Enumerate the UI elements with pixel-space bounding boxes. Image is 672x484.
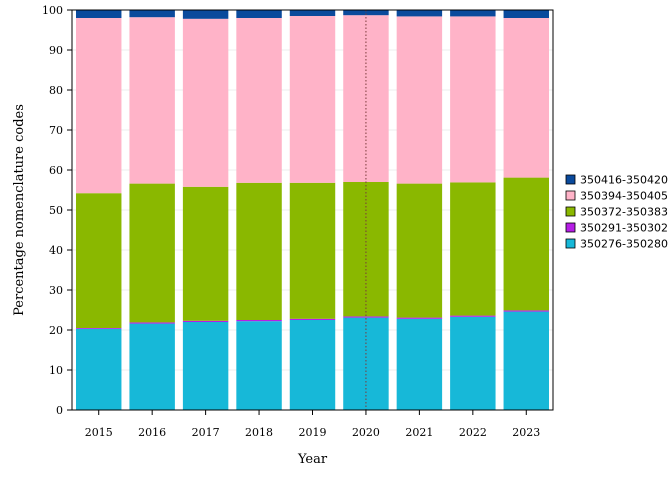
bar-segment-2018-s4: [236, 10, 282, 18]
legend-swatch-350291-350302: [565, 222, 576, 233]
bar-segment-2021-s0: [396, 318, 443, 410]
bar-segment-2015-s3: [76, 18, 122, 194]
y-tick-label: 70: [49, 124, 63, 137]
bar-segment-2018-s0: [236, 321, 282, 410]
bar-segment-2023-s3: [503, 18, 549, 178]
y-tick-label: 60: [49, 164, 63, 177]
x-tick-label-2015: 2015: [85, 426, 113, 439]
bar-segment-2023-s2: [503, 177, 549, 311]
bar-segment-2015-s4: [76, 10, 122, 18]
bar-segment-2015-s1: [76, 328, 122, 329]
bar-segment-2022-s1: [450, 315, 496, 317]
bars-layer: [76, 10, 549, 410]
legend-swatch-350416-350420: [565, 174, 576, 185]
legend-swatch-350372-350383: [565, 206, 576, 217]
y-tick-label: 20: [49, 324, 63, 337]
bar-segment-2023-s1: [503, 310, 549, 312]
legend-label-350276-350280: 350276-350280: [580, 238, 668, 251]
legend-label-350416-350420: 350416-350420: [580, 174, 668, 187]
bar-segment-2019-s3: [289, 16, 336, 183]
bar-segment-2023-s0: [503, 311, 549, 410]
bar-segment-2019-s2: [289, 182, 336, 319]
legend-label-350394-350405: 350394-350405: [580, 190, 668, 203]
y-tick-label: 40: [49, 244, 63, 257]
bar-segment-2018-s2: [236, 182, 282, 320]
y-axis-title: Percentage nomenclature codes: [12, 104, 27, 316]
y-tick-label: 10: [49, 364, 63, 377]
bar-segment-2021-s2: [396, 183, 443, 318]
bar-segment-2017-s0: [182, 322, 229, 410]
x-tick-label-2018: 2018: [245, 426, 273, 439]
legend-swatch-350394-350405: [565, 190, 576, 201]
y-tick-label: 30: [49, 284, 63, 297]
y-tick-label: 80: [49, 84, 63, 97]
x-axis-title: Year: [297, 452, 328, 467]
bar-segment-2022-s4: [450, 10, 496, 17]
x-tick-label-2017: 2017: [192, 426, 220, 439]
y-tick-label: 50: [49, 204, 63, 217]
bar-segment-2018-s3: [236, 18, 282, 183]
bar-segment-2016-s4: [129, 10, 175, 18]
bar-segment-2019-s4: [289, 10, 336, 16]
bar-segment-2016-s1: [129, 322, 175, 324]
bar-segment-2016-s2: [129, 183, 175, 323]
x-tick-label-2016: 2016: [138, 426, 166, 439]
x-tick-label-2023: 2023: [512, 426, 540, 439]
x-tick-label-2019: 2019: [299, 426, 327, 439]
bar-segment-2015-s2: [76, 193, 122, 328]
legend: 350416-350420 350394-350405 350372-350383 3…: [565, 174, 668, 251]
legend-label-350291-350302: 350291-350302: [580, 222, 668, 235]
bar-segment-2015-s0: [76, 328, 122, 410]
y-tick-label: 90: [49, 44, 63, 57]
bar-segment-2022-s0: [450, 316, 496, 410]
axis-layer: 0 10 20 30 40 50 60 70 80 90 100 2015 2016 2017 2018 20…: [42, 4, 554, 439]
bar-segment-2020-s1: [343, 316, 389, 318]
legend-swatch-350276-350280: [565, 238, 576, 249]
bar-segment-2017-s3: [182, 18, 229, 187]
bar-segment-2016-s3: [129, 17, 175, 184]
bar-segment-2016-s0: [129, 323, 175, 410]
legend-label-350372-350383: 350372-350383: [580, 206, 668, 219]
bar-segment-2021-s4: [396, 10, 443, 17]
bar-segment-2022-s3: [450, 16, 496, 183]
bar-segment-2019-s1: [289, 318, 336, 320]
bar-segment-2017-s4: [182, 10, 229, 19]
bar-segment-2021-s1: [396, 317, 443, 319]
bar-segment-2020-s4: [343, 10, 389, 16]
x-tick-label-2021: 2021: [405, 426, 433, 439]
bar-segment-2017-s2: [182, 186, 229, 321]
bar-segment-2018-s1: [236, 320, 282, 322]
y-tick-label: 100: [42, 4, 63, 17]
x-tick-label-2022: 2022: [459, 426, 487, 439]
bar-segment-2017-s1: [182, 320, 229, 322]
bar-segment-2022-s2: [450, 182, 496, 316]
bar-segment-2023-s4: [503, 10, 549, 18]
y-tick-label: 0: [56, 404, 63, 417]
bar-segment-2019-s0: [289, 320, 336, 410]
bar-segment-2021-s3: [396, 16, 443, 184]
x-tick-label-2020: 2020: [352, 426, 380, 439]
